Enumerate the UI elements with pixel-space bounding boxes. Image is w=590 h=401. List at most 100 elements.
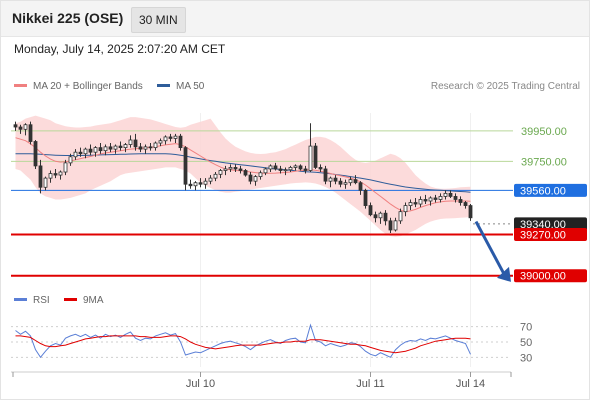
candle (368, 202, 373, 217)
candle-body (13, 124, 18, 128)
candle (133, 133, 138, 151)
candle-body (148, 146, 153, 149)
legend-item-ma50: MA 50 (157, 81, 204, 92)
candle (258, 170, 263, 180)
candle-body (103, 146, 108, 152)
rsi-legend: RSI 9MA (14, 295, 104, 306)
candle-body (328, 177, 333, 182)
candle-body (453, 196, 458, 200)
candle-body (223, 168, 228, 171)
legend-label-ma20: MA 20 + Bollinger Bands (33, 81, 143, 92)
ma20-swatch (14, 83, 27, 87)
candle (118, 141, 123, 151)
candle (353, 175, 358, 185)
level-labels: 39950.00 39750.00 39560.00 39340.0039270.00… (514, 126, 587, 283)
candle (143, 144, 148, 154)
candle-body (373, 214, 378, 219)
candle-body (283, 169, 288, 172)
candle (83, 147, 88, 159)
candle (453, 193, 458, 203)
candle (153, 141, 158, 151)
level-lines (11, 130, 513, 277)
candle (413, 197, 418, 208)
x-tick-label: Jul 14 (456, 378, 485, 390)
candle-body (153, 142, 158, 149)
candle (338, 178, 343, 188)
candle-body (388, 220, 393, 231)
candle-body (53, 173, 58, 176)
candle (138, 143, 143, 153)
candle (278, 165, 283, 174)
candle (253, 175, 258, 186)
candle-body (198, 182, 203, 185)
candle-body (398, 211, 403, 222)
candle-body (288, 167, 293, 171)
candle (158, 138, 163, 147)
candle (458, 196, 463, 206)
candle (468, 204, 473, 221)
candle (443, 190, 448, 200)
candle-body (193, 182, 198, 187)
level-badge-39340.00 (514, 217, 587, 231)
candle-body (263, 168, 268, 174)
rsi-ma-line (15, 335, 471, 354)
candle-body (338, 180, 343, 185)
candle-body (173, 135, 178, 139)
timeframe-badge[interactable]: 30 MIN (131, 7, 186, 33)
candle-body (448, 192, 453, 197)
candle-body (378, 212, 383, 219)
candle-body (123, 144, 128, 149)
candle-body (233, 167, 238, 170)
candle (98, 143, 103, 154)
timestamp: Monday, July 14, 2025 2:07:20 AM CET (14, 42, 226, 56)
x-tick-label: Jul 10 (186, 378, 215, 390)
candle-body (318, 167, 323, 170)
candle-body (463, 202, 468, 206)
candle (68, 153, 73, 166)
candle (363, 188, 368, 209)
x-tick-label: Jul 11 (356, 378, 385, 390)
candle (163, 135, 168, 145)
candle-body (128, 139, 133, 145)
arrow-head (497, 266, 511, 282)
rsi-legend-swatch (14, 298, 27, 301)
candle (178, 133, 183, 151)
candle-body (188, 183, 193, 187)
rsi-tick-label: 70 (520, 322, 532, 334)
candle-body (418, 199, 423, 205)
candle (173, 133, 178, 144)
bollinger-band-area (15, 115, 471, 237)
level-label-39340.00: 39340.00 (520, 219, 566, 231)
candle (53, 168, 58, 179)
candle-body (243, 170, 248, 176)
candle (128, 135, 133, 148)
ma20-line (15, 137, 471, 213)
candle-body (238, 168, 243, 171)
candle-body (433, 197, 438, 200)
rsi-legend-label: RSI (33, 295, 50, 306)
candle-body (88, 148, 93, 153)
rsi-line (15, 323, 471, 359)
candlesticks (13, 121, 473, 234)
candle (323, 165, 328, 185)
candle (78, 147, 83, 157)
candle (398, 208, 403, 224)
candle-body (343, 182, 348, 185)
candle (348, 176, 353, 186)
candle-body (203, 180, 208, 185)
candle (293, 164, 298, 171)
rsi-panel: 70 50 30 (11, 322, 532, 364)
candle (463, 201, 468, 209)
candle-body (273, 165, 278, 170)
candle (373, 211, 378, 223)
candle-body (428, 197, 433, 202)
candle-body (28, 124, 33, 142)
level-label-39750.00: 39750.00 (521, 156, 567, 168)
candle (223, 165, 228, 176)
candle (108, 143, 113, 153)
rsi-legend-swatch (64, 298, 77, 301)
candle (308, 123, 313, 173)
candle (313, 143, 318, 169)
candle-body (293, 165, 298, 168)
